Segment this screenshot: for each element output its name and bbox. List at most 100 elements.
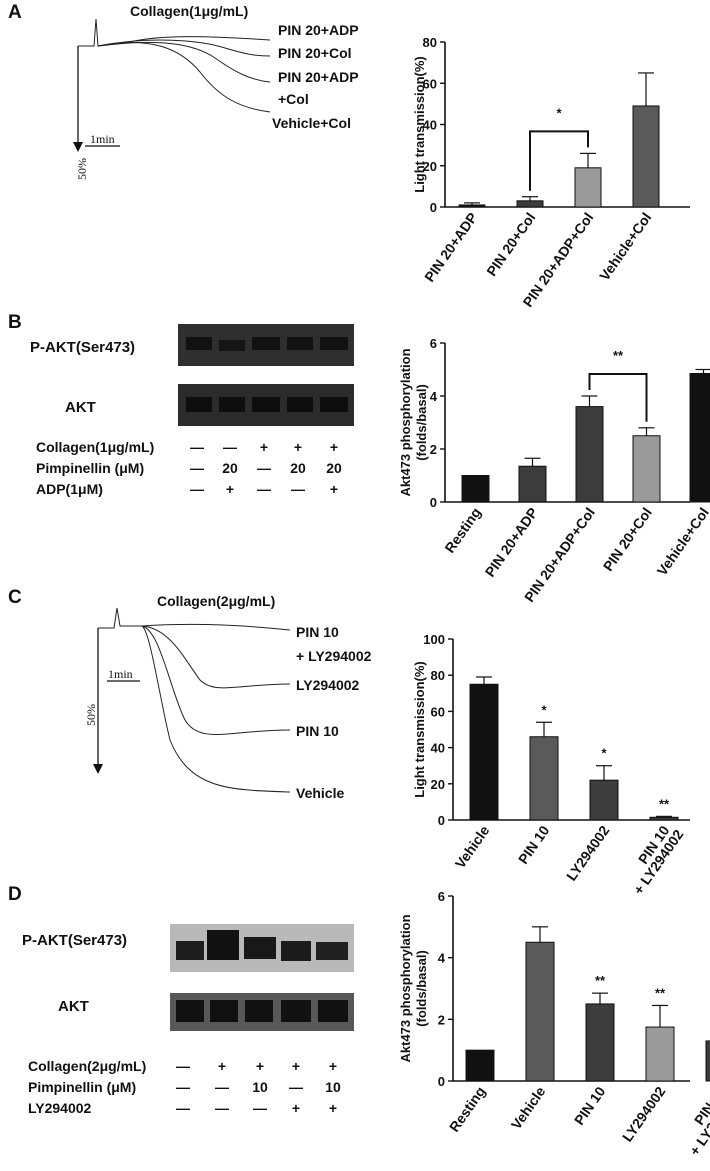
treatment-mark-b-2-1: +	[226, 481, 234, 497]
bar	[589, 779, 619, 821]
category-label: Vehicle+Col	[596, 210, 654, 284]
bar	[585, 1003, 615, 1082]
treatment-mark-d-0-0: —	[176, 1058, 190, 1074]
y-tick-label: 60	[423, 76, 437, 91]
trace-pin10-ly	[98, 607, 291, 631]
treatment-mark-d-1-3: —	[289, 1079, 303, 1095]
bar	[705, 1040, 710, 1082]
bar	[574, 167, 602, 208]
y-tick-label: 20	[423, 159, 437, 174]
category-label: PIN 20+ADP	[482, 505, 541, 580]
blot-label-b-1: P-AKT(Ser473)	[30, 339, 135, 356]
bar	[575, 406, 604, 503]
treatment-mark-b-1-2: —	[257, 460, 271, 476]
bar	[632, 105, 660, 208]
category-label: PIN 20+Col	[483, 210, 538, 279]
significance-label: **	[595, 973, 606, 988]
category-label: Vehicle+Col	[654, 505, 710, 579]
blot-label-d-2: AKT	[58, 998, 89, 1015]
treatment-mark-d-0-1: +	[218, 1058, 226, 1074]
treatment-name-d-1: Pimpinellin (μM)	[28, 1079, 136, 1095]
trace-title-c: Collagen(2μg/mL)	[157, 593, 275, 609]
trace-vehicle	[141, 625, 291, 793]
y-tick-label: 0	[438, 1074, 445, 1089]
treatment-mark-b-2-0: —	[190, 481, 204, 497]
significance-label: *	[601, 746, 607, 761]
significance-label: *	[556, 105, 562, 120]
category-label: PIN 20+ADP	[421, 210, 480, 285]
treatment-name-d-0: Collagen(2μg/mL)	[28, 1058, 146, 1074]
category-label: Resting	[446, 1084, 489, 1135]
y-axis-label-line2: (folds/basal)	[414, 384, 429, 461]
trace-label-a-5: Vehicle+Col	[272, 115, 351, 131]
treatment-mark-d-2-0: —	[176, 1100, 190, 1116]
bar	[461, 475, 490, 503]
y-tick-label: 0	[438, 813, 445, 828]
bar	[632, 435, 661, 503]
aggregation-traces-c	[98, 607, 291, 793]
treatment-table-d: Collagen(2μg/mL) — + + + + Pimpinellin (μM) — — 1…	[28, 1058, 341, 1116]
treatment-name-b-1: Pimpinellin (μM)	[36, 460, 144, 476]
scale-bar-c: 50%	[84, 704, 98, 726]
category-label: PIN 10	[571, 1083, 609, 1127]
bar	[689, 372, 710, 503]
bar	[469, 683, 499, 821]
treatment-mark-b-2-4: +	[330, 481, 338, 497]
trace-label-a-4: +Col	[278, 91, 309, 107]
significance-bracket	[588, 373, 648, 422]
y-tick-label: 2	[438, 1012, 445, 1027]
y-tick-label: 40	[431, 741, 445, 756]
y-tick-label: 0	[430, 200, 437, 215]
treatment-mark-d-1-0: —	[176, 1079, 190, 1095]
y-tick-label: 40	[423, 118, 437, 133]
y-tick-label: 2	[430, 442, 437, 457]
treatment-mark-d-2-4: +	[329, 1100, 337, 1116]
blot-label-d-1: P-AKT(Ser473)	[22, 932, 127, 949]
y-axis-label-line2: (folds/basal)	[414, 950, 429, 1027]
trace-label-c-1: PIN 10	[296, 624, 339, 640]
bar	[525, 941, 555, 1082]
significance-label: **	[659, 796, 670, 811]
bar	[645, 1026, 675, 1082]
treatment-mark-b-0-3: +	[294, 439, 302, 455]
blot-d-pakt	[170, 924, 354, 972]
bar	[529, 736, 559, 821]
treatment-mark-d-1-2: 10	[252, 1079, 268, 1095]
y-axis-label: Akt473 phosphorylation	[398, 914, 413, 1062]
treatment-mark-b-1-0: —	[190, 460, 204, 476]
treatment-mark-b-1-1: 20	[222, 460, 238, 476]
trace-label-c-4: PIN 10	[296, 723, 339, 739]
trace-label-a-3: PIN 20+ADP	[278, 69, 359, 85]
bar	[518, 465, 547, 503]
treatment-mark-b-1-4: 20	[326, 460, 342, 476]
scale-bar-a: 50%	[75, 158, 89, 180]
y-tick-label: 80	[423, 35, 437, 50]
treatment-table-b: Collagen(1μg/mL) — — + + + Pimpinellin (μM) — 20…	[36, 439, 342, 497]
trace-pin20-adp-col	[97, 41, 271, 83]
significance-label: **	[655, 985, 666, 1000]
treatment-mark-b-0-4: +	[330, 439, 338, 455]
y-axis-label: Light transmission(%)	[412, 661, 427, 798]
trace-vehicle-col	[97, 42, 271, 113]
treatment-mark-b-2-2: —	[257, 481, 271, 497]
treatment-mark-d-2-3: +	[292, 1100, 300, 1116]
y-tick-label: 6	[430, 336, 437, 351]
panel-label-b: B	[8, 312, 22, 333]
treatment-mark-b-0-2: +	[260, 439, 268, 455]
trace-label-c-5: Vehicle	[296, 785, 344, 801]
category-label: LY294002	[619, 1083, 669, 1144]
y-tick-label: 100	[423, 632, 445, 647]
time-scale-c: 1min	[108, 667, 133, 681]
blot-b-akt	[178, 384, 354, 426]
treatment-mark-b-1-3: 20	[290, 460, 306, 476]
time-scale-a: 1min	[90, 132, 115, 146]
treatment-mark-d-1-1: —	[215, 1079, 229, 1095]
trace-title-a: Collagen(1μg/mL)	[130, 3, 248, 19]
panel-label-c: C	[8, 587, 22, 608]
trace-label-a-2: PIN 20+Col	[278, 45, 352, 61]
category-label: Vehicle	[452, 822, 493, 871]
trace-pin20-col	[97, 39, 271, 57]
significance-label: **	[613, 348, 624, 363]
significance-bracket	[529, 130, 589, 191]
bar	[465, 1049, 495, 1082]
